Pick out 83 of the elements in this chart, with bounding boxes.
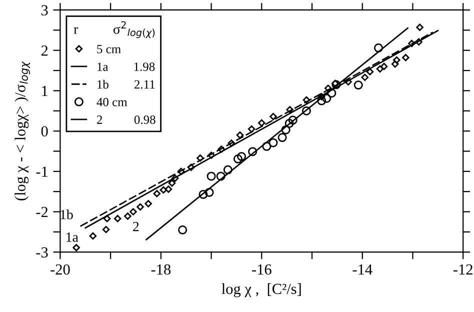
annotation: 1b	[60, 210, 73, 220]
point	[208, 152, 215, 159]
point	[288, 116, 298, 125]
y-tick-label: -3	[36, 247, 48, 258]
point	[177, 168, 185, 176]
legend-label: 1a 1.98	[98, 62, 155, 72]
point	[196, 154, 204, 162]
x-axis-title: log χ , [C²/s]	[222, 283, 301, 298]
point	[216, 172, 226, 181]
point	[236, 131, 244, 139]
point	[344, 78, 352, 86]
x-tick-label: -20	[50, 264, 70, 275]
legend-label: 1b 2.11	[98, 80, 155, 89]
point	[236, 152, 246, 161]
legend-label: 5 cm	[97, 44, 121, 54]
point	[178, 225, 188, 234]
point	[270, 112, 277, 120]
point	[324, 84, 332, 92]
point	[416, 24, 424, 31]
point	[302, 96, 310, 104]
point	[206, 172, 216, 181]
y-tick-label: -2	[36, 206, 48, 218]
point	[391, 60, 399, 68]
point	[168, 179, 176, 187]
point	[89, 232, 97, 240]
point	[281, 125, 290, 134]
annotation: 2	[133, 222, 139, 232]
x-tick-label: -18	[151, 264, 171, 275]
point	[408, 40, 416, 48]
point	[262, 142, 272, 151]
legend-label: 2 0.98	[96, 116, 156, 124]
point	[317, 96, 326, 106]
point	[72, 244, 80, 252]
point	[124, 212, 132, 220]
x-tick-label: -14	[352, 264, 372, 275]
point	[171, 174, 179, 182]
point	[302, 106, 311, 116]
point	[130, 208, 137, 216]
y-axis-title: (log χ - < logχ> )/σ$_{logχ}$	[14, 61, 30, 200]
point	[327, 88, 336, 98]
point	[268, 138, 278, 148]
point	[354, 80, 363, 90]
point	[376, 65, 384, 73]
point	[153, 190, 161, 198]
x-tick-label: -12	[453, 264, 472, 275]
point	[415, 38, 422, 46]
y-tick-label: 1	[42, 86, 48, 96]
point	[286, 106, 294, 114]
point	[164, 186, 172, 193]
point	[136, 203, 144, 211]
point	[233, 154, 242, 164]
y-tick-label: 2	[41, 46, 48, 56]
point	[278, 132, 287, 142]
point	[204, 188, 214, 197]
point	[218, 146, 225, 153]
point	[228, 140, 236, 147]
point	[198, 190, 208, 199]
point	[114, 214, 122, 222]
point	[102, 226, 110, 234]
point	[284, 118, 294, 128]
y-tick-label: 0	[41, 126, 48, 136]
point	[144, 200, 152, 208]
point	[402, 54, 410, 62]
annotation: 1a	[66, 232, 78, 242]
point	[332, 80, 341, 90]
point	[380, 62, 388, 70]
x-tick-label: -16	[252, 264, 272, 275]
point	[258, 119, 266, 127]
point	[361, 74, 369, 82]
point	[160, 186, 168, 194]
point	[374, 43, 384, 52]
point	[392, 56, 400, 64]
point	[322, 94, 332, 103]
point	[248, 125, 256, 133]
point	[103, 214, 111, 222]
point	[188, 164, 195, 171]
legend-title: r σ$^{2}$$_{log(χ)}$	[74, 21, 155, 38]
point	[366, 68, 374, 76]
point	[248, 147, 258, 156]
legend-label: 40 cm	[96, 98, 128, 106]
point	[223, 165, 232, 174]
y-tick-label: -1	[36, 166, 48, 177]
y-tick-label: 3	[41, 5, 48, 16]
